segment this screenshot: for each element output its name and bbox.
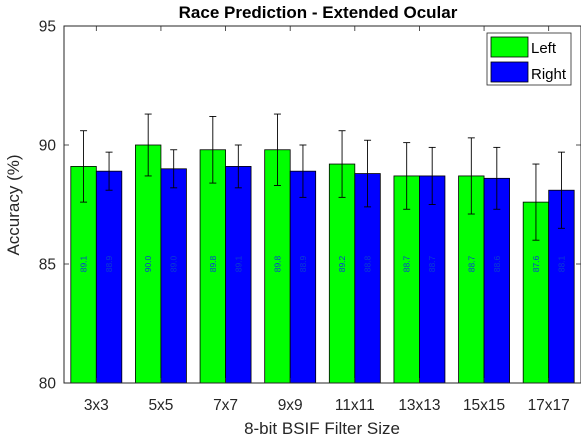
x-axis: 3x3 5x5 7x7 9x9 11x11 13x13 15x15 17x17 xyxy=(84,26,570,414)
data-label-right-7x7: 89.1 xyxy=(233,255,243,272)
data-label-left-13x13: 88.7 xyxy=(402,255,412,272)
error-bar-left-3x3 xyxy=(80,130,88,203)
data-label-right-13x13: 88.7 xyxy=(427,255,437,272)
y-axis: 80 85 90 95 xyxy=(39,19,581,393)
data-label-right-15x15: 88.6 xyxy=(492,255,502,272)
error-bar-left-17x17 xyxy=(532,163,540,241)
data-label-left-11x11: 89.2 xyxy=(337,255,347,272)
error-bar-right-5x5 xyxy=(170,149,178,189)
x-tick-label-11x11: 11x11 xyxy=(335,397,375,414)
error-bar-right-3x3 xyxy=(105,151,113,191)
x-tick-label-3x3: 3x3 xyxy=(84,397,109,414)
error-bar-right-15x15 xyxy=(493,146,501,210)
chart-title: Race Prediction - Extended Ocular xyxy=(179,3,458,22)
data-label-left-17x17: 87.6 xyxy=(531,255,541,272)
x-tick-label-7x7: 7x7 xyxy=(213,397,238,414)
error-bar-right-11x11 xyxy=(364,139,372,208)
bar-left-5x5 xyxy=(135,144,162,384)
plot-frame xyxy=(63,25,581,384)
x-tick-label-5x5: 5x5 xyxy=(148,397,173,414)
error-bar-right-9x9 xyxy=(299,144,307,198)
legend: Left Right xyxy=(486,32,572,86)
data-label-right-17x17: 88.1 xyxy=(556,255,566,272)
error-bars-layer xyxy=(80,113,565,241)
data-label-left-9x9: 89.8 xyxy=(272,255,282,272)
data-label-left-7x7: 89.8 xyxy=(208,255,218,272)
error-bar-left-7x7 xyxy=(209,115,217,184)
x-tick-label-9x9: 9x9 xyxy=(278,397,303,414)
y-tick-label-90: 90 xyxy=(39,138,57,155)
legend-swatch-right xyxy=(490,61,529,83)
error-bar-left-13x13 xyxy=(403,142,411,210)
legend-label-right: Right xyxy=(531,66,567,83)
error-bar-right-7x7 xyxy=(234,144,242,189)
data-label-left-5x5: 90.0 xyxy=(143,255,153,272)
data-label-right-3x3: 88.9 xyxy=(104,255,114,272)
data-label-right-11x11: 88.8 xyxy=(363,255,373,272)
x-axis-label: 8-bit BSIF Filter Size xyxy=(244,419,400,438)
data-label-right-9x9: 88.9 xyxy=(298,255,308,272)
x-tick-label-15x15: 15x15 xyxy=(463,397,505,414)
error-bar-left-15x15 xyxy=(467,137,475,215)
legend-label-left: Left xyxy=(531,40,557,57)
error-bar-right-17x17 xyxy=(557,151,565,229)
bar-right-13x13 xyxy=(419,175,446,384)
x-tick-label-17x17: 17x17 xyxy=(528,397,570,414)
y-axis-label: Accuracy (%) xyxy=(4,154,23,255)
bar-left-11x11 xyxy=(328,163,356,384)
data-label-left-3x3: 89.1 xyxy=(79,255,89,272)
bar-right-5x5 xyxy=(160,168,187,384)
data-labels-layer: 89.1 88.9 90.0 89.0 89.8 89.1 89.8 88.9 89.2 88.8… xyxy=(79,255,567,272)
bar-right-3x3 xyxy=(95,170,123,384)
bar-right-7x7 xyxy=(225,166,252,384)
error-bar-left-9x9 xyxy=(273,113,281,186)
x-tick-label-13x13: 13x13 xyxy=(398,397,440,414)
bars-layer xyxy=(70,144,575,384)
y-tick-label-80: 80 xyxy=(39,376,57,393)
error-bar-left-11x11 xyxy=(338,130,346,198)
data-label-right-5x5: 89.0 xyxy=(169,255,179,272)
data-label-left-15x15: 88.7 xyxy=(466,255,476,272)
legend-swatch-left xyxy=(490,36,529,58)
y-tick-label-85: 85 xyxy=(39,257,56,274)
error-bar-right-13x13 xyxy=(428,146,436,205)
y-tick-label-95: 95 xyxy=(39,19,56,36)
bar-right-9x9 xyxy=(289,170,317,384)
error-bar-left-5x5 xyxy=(144,113,152,177)
bar-right-15x15 xyxy=(483,177,510,384)
